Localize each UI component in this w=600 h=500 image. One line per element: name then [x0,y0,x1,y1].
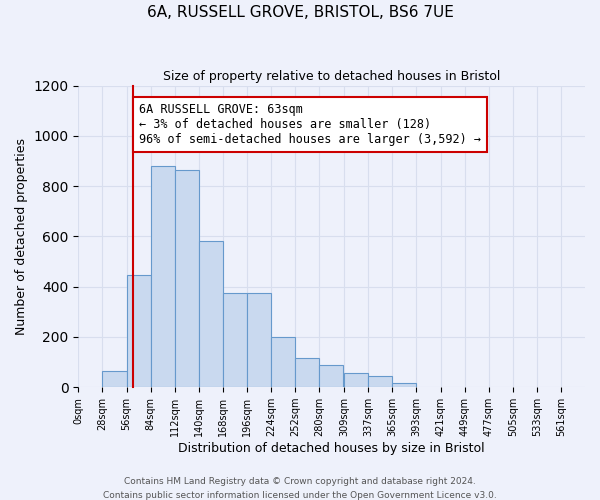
Bar [392,384,416,387]
Bar [199,242,223,387]
Bar [151,166,175,387]
Bar [103,371,127,387]
Bar [175,170,199,387]
Bar [319,364,343,387]
Bar [127,276,151,387]
Text: 6A RUSSELL GROVE: 63sqm
← 3% of detached houses are smaller (128)
96% of semi-de: 6A RUSSELL GROVE: 63sqm ← 3% of detached… [139,103,481,146]
Text: 6A, RUSSELL GROVE, BRISTOL, BS6 7UE: 6A, RUSSELL GROVE, BRISTOL, BS6 7UE [146,5,454,20]
Bar [344,374,368,387]
Text: Contains HM Land Registry data © Crown copyright and database right 2024.
Contai: Contains HM Land Registry data © Crown c… [103,478,497,500]
Title: Size of property relative to detached houses in Bristol: Size of property relative to detached ho… [163,70,500,83]
Bar [223,293,247,387]
Bar [295,358,319,387]
X-axis label: Distribution of detached houses by size in Bristol: Distribution of detached houses by size … [178,442,485,455]
Bar [247,293,271,387]
Y-axis label: Number of detached properties: Number of detached properties [15,138,28,335]
Bar [271,337,295,387]
Bar [368,376,392,387]
